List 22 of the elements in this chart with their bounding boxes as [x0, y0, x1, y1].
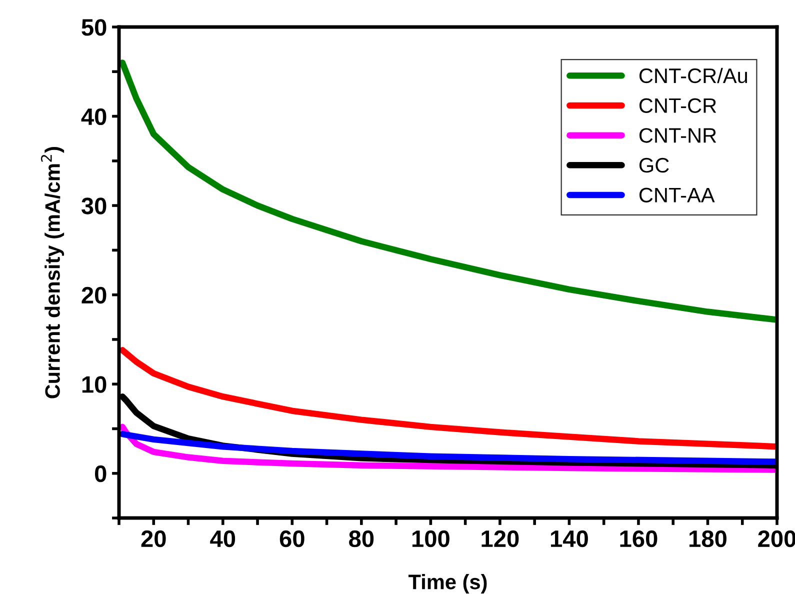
x-tick-label: 40 — [210, 530, 236, 548]
legend-label: CNT-NR — [639, 128, 716, 143]
x-tick-label: 60 — [280, 530, 304, 548]
y-axis-title: Current density (mA/cm$^{2}$) — [40, 147, 64, 398]
y-tick-label: 0 — [95, 465, 106, 482]
y-tick-label: 50 — [82, 19, 106, 36]
x-tick-label: 20 — [141, 530, 166, 548]
x-tick-label: 180 — [690, 530, 726, 548]
x-tick-label: 120 — [482, 530, 519, 548]
x-tick-label: 160 — [620, 530, 658, 548]
x-tick-label: 140 — [551, 530, 588, 548]
legend-label: CNT-CR/Au — [639, 68, 747, 84]
y-tick-label: 20 — [82, 286, 106, 304]
x-tick-label: 80 — [349, 530, 374, 548]
legend-label: CNT-CR — [639, 98, 716, 113]
x-axis-title: Time (s) — [408, 574, 487, 594]
legend-label: CNT-AA — [639, 188, 715, 202]
x-tick-label: 100 — [412, 530, 450, 548]
y-tick-label: 40 — [81, 108, 106, 126]
legend-label: GC — [639, 158, 669, 173]
y-tick-label: 30 — [81, 198, 106, 214]
y-tick-label: 10 — [82, 376, 106, 393]
